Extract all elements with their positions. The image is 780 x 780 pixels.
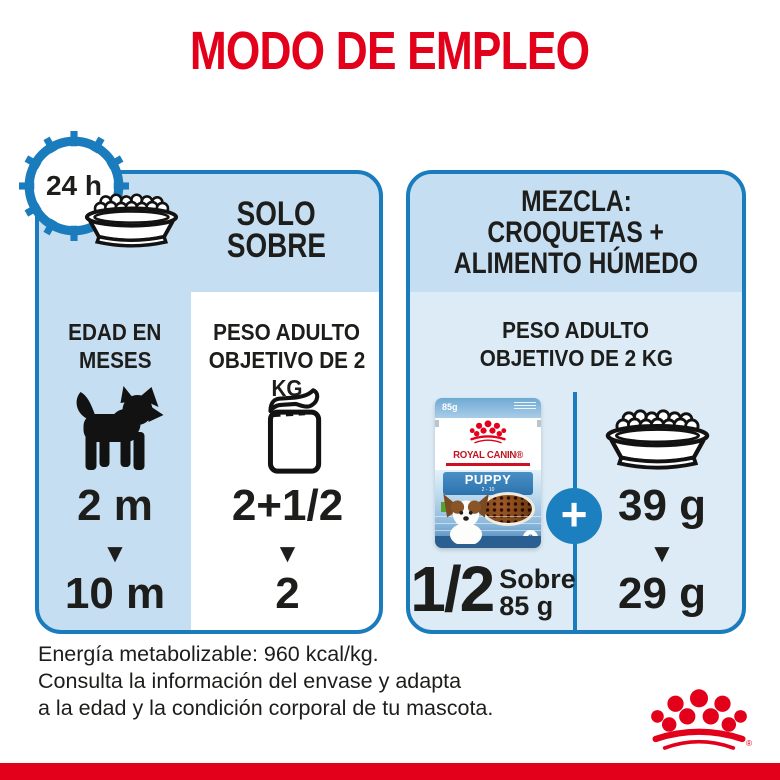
pouch-weight-label: 85g (442, 402, 458, 412)
product-age-range: 2 - 10 (481, 487, 495, 493)
royal-canin-crown-logo: ® (643, 687, 752, 753)
pouch-top-seal (435, 398, 541, 418)
footer-line-2: Consulta la información del envase y ada… (38, 669, 462, 693)
pouch-brand-name: ROYAL CANIN® (453, 449, 523, 461)
tear-notch (435, 420, 439, 427)
product-range-box: PUPPY 2 - 10 (443, 472, 533, 495)
solo-sobre-panel: SOLO SOBRE EDAD EN MESES PESO ADULTO OBJ… (35, 170, 383, 634)
wet-amount-unit: Sobre 85 g (499, 564, 576, 621)
pouch-outline-icon (265, 388, 325, 478)
left-panel-title: SOLO SOBRE (226, 195, 327, 265)
footer-line-1: Energía metabolizable: 960 kcal/kg. (38, 642, 379, 666)
page-title: MODO DE EMPLEO (190, 21, 590, 81)
svg-text:®: ® (746, 739, 752, 748)
clock-label: 24 h (45, 170, 103, 201)
footer-note: Energía metabolizable: 960 kcal/kg. Cons… (38, 641, 493, 722)
age-start-value: 2 m (77, 481, 153, 530)
right-panel-subtitle: PESO ADULTO OBJETIVO DE 2 KG (479, 317, 673, 371)
dry-start-value: 39 g (617, 481, 707, 530)
brand-rule (446, 463, 530, 466)
kibble-bowl-icon (600, 408, 715, 471)
tear-notch (537, 420, 541, 427)
dry-end-value: 29 g (617, 569, 707, 618)
age-column-header: EDAD EN MESES (68, 319, 162, 373)
age-end-value: 10 m (64, 569, 166, 618)
puppy-silhouette-icon (63, 384, 168, 476)
right-panel-title: MEZCLA: CROQUETAS + ALIMENTO HÚMEDO (410, 174, 742, 292)
product-range-name: PUPPY (464, 472, 512, 487)
pouch-fine-print (514, 402, 536, 411)
arrow-down-icon: ▼ (274, 538, 301, 568)
product-pouch-image: 85g ROYAL CANIN® PUPPY 2 - 10 X-SMALL 3 (435, 398, 541, 548)
puppy-photo (437, 492, 495, 544)
footer-brand-bar (0, 763, 780, 780)
wet-serving: 1/2 Sobre 85 g (410, 553, 576, 625)
wet-amount-value: 1/2 (410, 553, 495, 625)
pouch-brand-block: ROYAL CANIN® (435, 418, 541, 470)
sachet-end-value: 2 (275, 569, 300, 618)
weight-column-header: PESO ADULTO OBJETIVO DE 2 KG (208, 319, 366, 401)
sachet-start-value: 2+1/2 (231, 481, 344, 530)
royal-canin-crown-icon (467, 420, 509, 444)
pouch-body: PUPPY 2 - 10 X-SMALL 3 (435, 470, 541, 548)
mezcla-panel: MEZCLA: CROQUETAS + ALIMENTO HÚMEDO PESO… (406, 170, 746, 634)
arrow-down-icon: ▼ (102, 538, 128, 568)
arrow-down-icon: ▼ (649, 538, 675, 568)
kibble-bowl-icon (80, 192, 183, 249)
plus-icon: + (546, 488, 602, 544)
footer-line-3: a la edad y la condición corporal de tu … (38, 696, 494, 720)
